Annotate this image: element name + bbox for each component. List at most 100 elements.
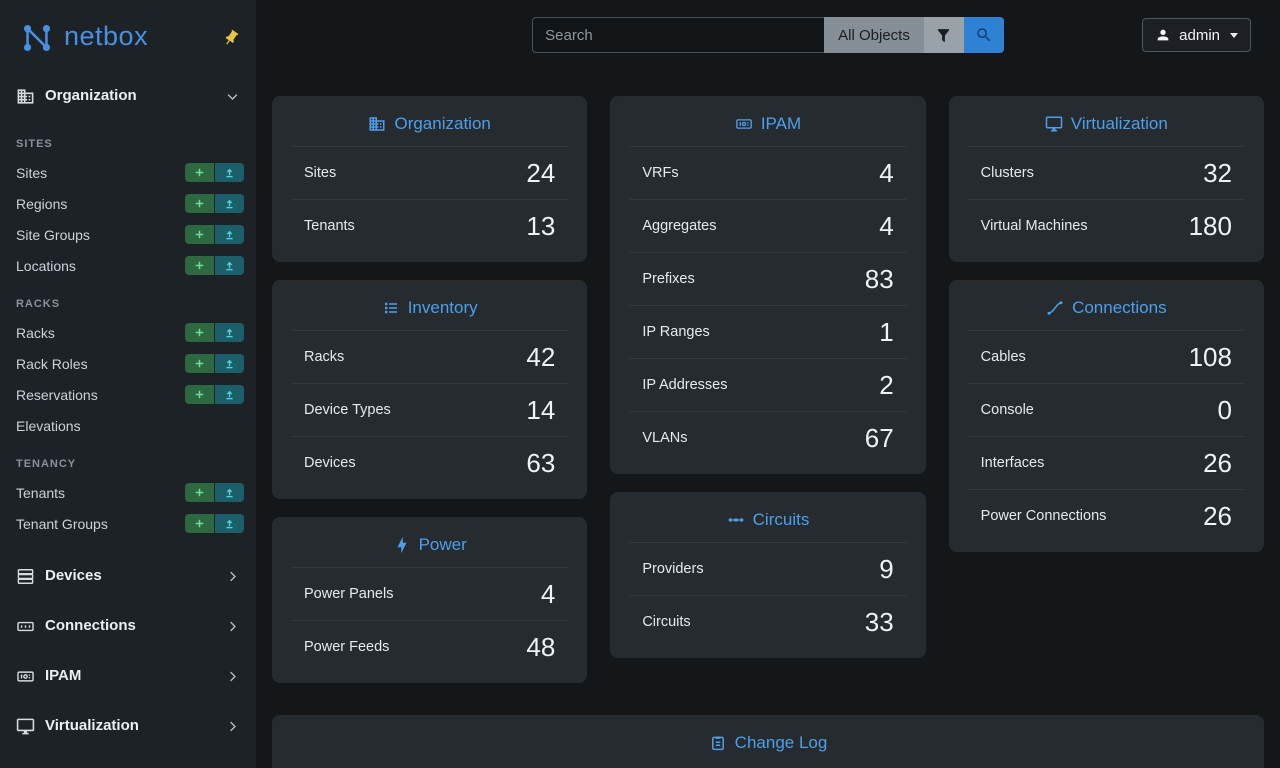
- racks-add-button[interactable]: [185, 323, 214, 342]
- stat-row-tenants[interactable]: Tenants 13: [292, 199, 568, 252]
- rack-roles-add-button[interactable]: [185, 354, 214, 373]
- racks-import-button[interactable]: [215, 323, 244, 342]
- sites-quick-actions: [185, 163, 244, 182]
- chevron-right-icon: [225, 669, 240, 684]
- sidebar-link-site-groups[interactable]: Site Groups: [16, 226, 90, 243]
- stat-row-power-connections[interactable]: Power Connections 26: [968, 489, 1244, 542]
- locations-import-button[interactable]: [215, 256, 244, 275]
- stat-row-vlans[interactable]: VLANs 67: [630, 411, 906, 464]
- card-inventory-header[interactable]: Inventory: [292, 296, 567, 330]
- stat-row-power-panels[interactable]: Power Panels 4: [292, 567, 568, 620]
- regions-import-button[interactable]: [215, 194, 244, 213]
- sites-add-button[interactable]: [185, 163, 214, 182]
- sidebar-section-label: Virtualization: [45, 717, 139, 734]
- sites-import-button[interactable]: [215, 163, 244, 182]
- sidebar-section-devices[interactable]: Devices: [0, 551, 256, 601]
- tenants-add-button[interactable]: [185, 483, 214, 502]
- card-power: Power Power Panels 4 Power Feeds 48: [272, 517, 588, 683]
- sidebar-link-racks[interactable]: Racks: [16, 324, 55, 341]
- filter-button[interactable]: [923, 17, 964, 53]
- stat-row-circuits[interactable]: Circuits 33: [630, 595, 906, 648]
- search-scope-button[interactable]: All Objects: [824, 17, 924, 53]
- stat-row-cables[interactable]: Cables 108: [968, 330, 1244, 383]
- card-organization: Organization Sites 24 Tenants 13: [272, 96, 588, 262]
- sidebar-item-elevations: Elevations: [0, 410, 256, 441]
- stat-label: Prefixes: [642, 271, 695, 287]
- stat-row-providers[interactable]: Providers 9: [630, 542, 906, 595]
- sidebar-link-tenant-groups[interactable]: Tenant Groups: [16, 515, 108, 532]
- server-rack-icon: [16, 567, 35, 586]
- card-changelog: Change Log: [272, 715, 1264, 768]
- monitor-icon: [16, 717, 35, 736]
- netbox-logo[interactable]: netbox: [16, 17, 148, 59]
- card-title: Inventory: [407, 298, 478, 317]
- stat-row-prefixes[interactable]: Prefixes 83: [630, 252, 906, 305]
- stat-row-console[interactable]: Console 0: [968, 383, 1244, 436]
- sidebar-section-organization[interactable]: Organization: [0, 71, 256, 121]
- search-input[interactable]: [532, 17, 825, 53]
- sidebar-link-rack-roles[interactable]: Rack Roles: [16, 355, 88, 372]
- stat-row-vrfs[interactable]: VRFs 4: [630, 146, 906, 199]
- site-groups-import-button[interactable]: [215, 225, 244, 244]
- stat-row-devices[interactable]: Devices 63: [292, 436, 568, 489]
- sidebar-item-tenants: Tenants: [0, 477, 256, 508]
- stat-value: 67: [864, 423, 894, 453]
- stat-label: Power Feeds: [304, 639, 390, 655]
- stat-row-power-feeds[interactable]: Power Feeds 48: [292, 620, 568, 673]
- card-power-header[interactable]: Power: [292, 533, 567, 567]
- search-submit-button[interactable]: [963, 17, 1004, 53]
- sidebar-section-ipam[interactable]: IPAM: [0, 651, 256, 701]
- card-title: IPAM: [760, 114, 802, 133]
- stat-value: 48: [526, 632, 556, 662]
- sidebar-link-tenants[interactable]: Tenants: [16, 484, 66, 501]
- tenants-import-button[interactable]: [215, 483, 244, 502]
- card-organization-header[interactable]: Organization: [292, 112, 567, 146]
- regions-add-button[interactable]: [185, 194, 214, 213]
- nav-group-label-tenancy: TENANCY: [16, 458, 77, 470]
- stat-row-interfaces[interactable]: Interfaces 26: [968, 436, 1244, 489]
- card-title: Virtualization: [1070, 114, 1168, 133]
- stat-value: 26: [1203, 448, 1232, 478]
- locations-add-button[interactable]: [185, 256, 214, 275]
- card-circuits-header[interactable]: Circuits: [630, 508, 905, 542]
- sidebar-item-rack-roles: Rack Roles: [0, 348, 256, 379]
- pin-sidebar-icon[interactable]: [218, 25, 243, 50]
- stat-label: Circuits: [642, 614, 691, 630]
- reservations-add-button[interactable]: [185, 385, 214, 404]
- stat-row-ip-ranges[interactable]: IP Ranges 1: [630, 305, 906, 358]
- sidebar-link-reservations[interactable]: Reservations: [16, 386, 98, 403]
- user-menu-button[interactable]: admin: [1142, 18, 1251, 52]
- card-changelog-header[interactable]: Change Log: [292, 731, 1244, 765]
- card-virtualization-header[interactable]: Virtualization: [969, 112, 1244, 146]
- tenant-groups-import-button[interactable]: [215, 514, 244, 533]
- sidebar-link-sites[interactable]: Sites: [16, 164, 48, 181]
- stat-row-racks[interactable]: Racks 42: [292, 330, 568, 383]
- card-title: Circuits: [752, 510, 810, 529]
- rack-roles-import-button[interactable]: [215, 354, 244, 373]
- site-groups-quick-actions: [185, 225, 244, 244]
- stat-row-aggregates[interactable]: Aggregates 4: [630, 199, 906, 252]
- transit-connection-icon: [727, 511, 745, 529]
- sidebar-link-locations[interactable]: Locations: [16, 257, 76, 274]
- tenant-groups-add-button[interactable]: [185, 514, 214, 533]
- lightning-bolt-icon: [393, 536, 411, 554]
- stat-row-sites[interactable]: Sites 24: [292, 146, 568, 199]
- stat-label: VLANs: [642, 430, 688, 446]
- card-title: Organization: [394, 114, 491, 133]
- reservations-import-button[interactable]: [215, 385, 244, 404]
- stat-row-clusters[interactable]: Clusters 32: [968, 146, 1244, 199]
- card-connections-header[interactable]: Connections: [969, 296, 1244, 330]
- card-ipam-header[interactable]: IPAM: [630, 112, 905, 146]
- chevron-right-icon: [225, 619, 240, 634]
- sidebar-section-connections[interactable]: Connections: [0, 601, 256, 651]
- sidebar-link-regions[interactable]: Regions: [16, 195, 68, 212]
- counter-icon: [16, 667, 35, 686]
- magnifier-icon: [975, 26, 993, 44]
- sidebar-link-elevations[interactable]: Elevations: [16, 417, 81, 434]
- stat-row-virtual-machines[interactable]: Virtual Machines 180: [968, 199, 1244, 252]
- sidebar-section-virtualization[interactable]: Virtualization: [0, 701, 256, 751]
- stat-row-ip-addresses[interactable]: IP Addresses 2: [630, 358, 906, 411]
- site-groups-add-button[interactable]: [185, 225, 214, 244]
- nav-group-label-sites: SITES: [16, 138, 53, 150]
- stat-row-device-types[interactable]: Device Types 14: [292, 383, 568, 436]
